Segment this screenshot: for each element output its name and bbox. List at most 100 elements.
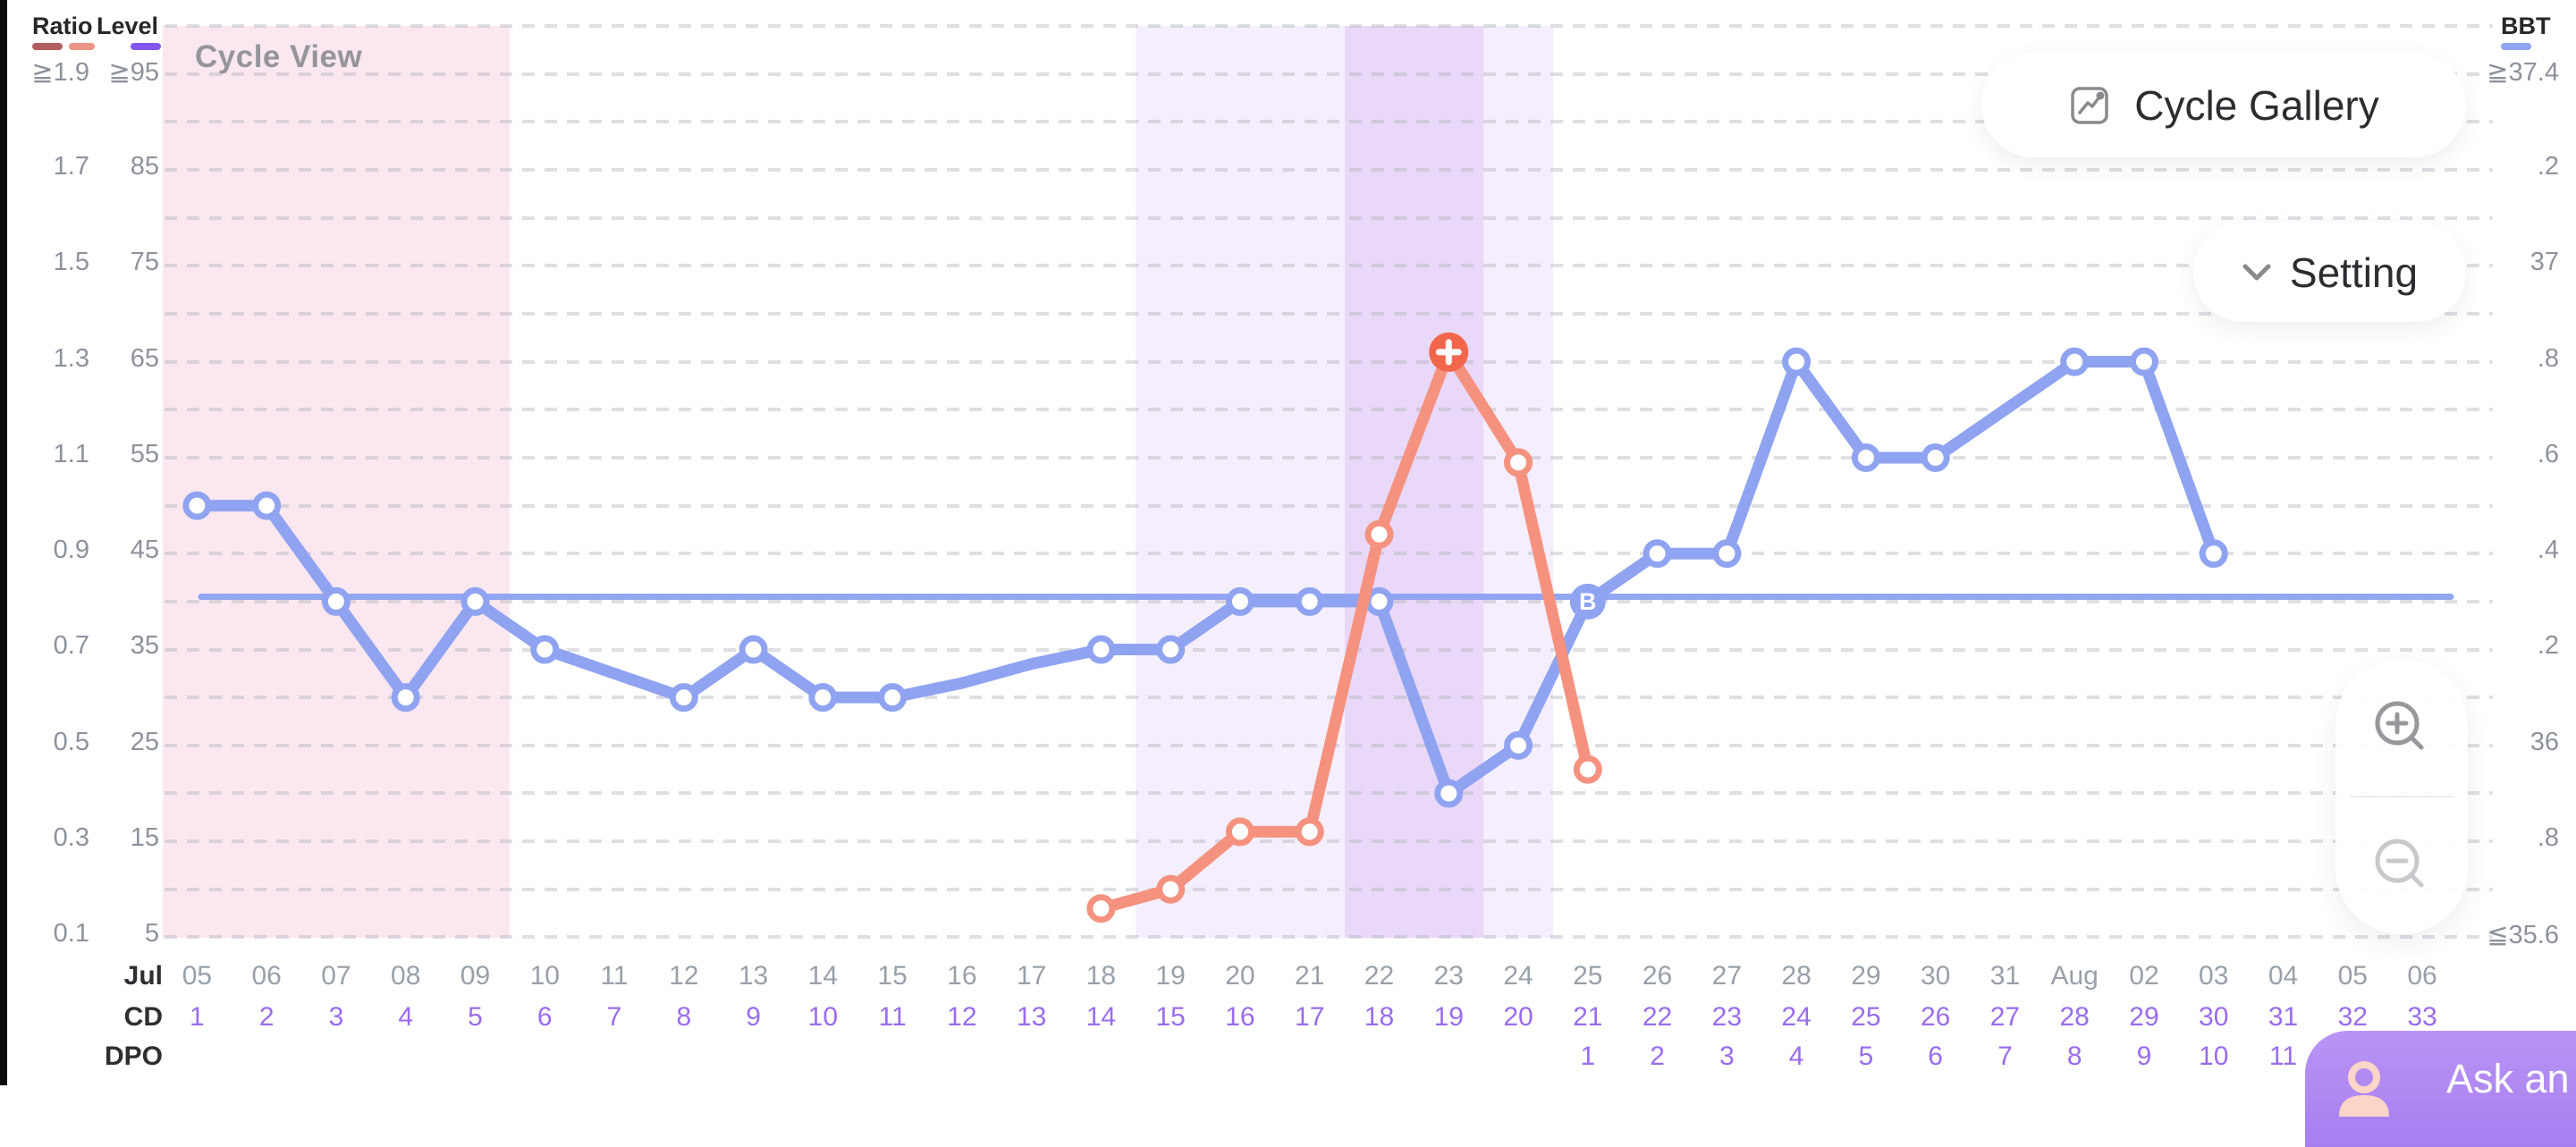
- gridline: [165, 647, 2493, 652]
- date-label: 24: [1503, 961, 1533, 991]
- data-point-lh-ratio[interactable]: [1504, 448, 1533, 477]
- data-point-bbt[interactable]: [1434, 779, 1464, 808]
- date-label: 08: [391, 961, 421, 991]
- date-label: 27: [1711, 961, 1743, 991]
- date-label: 23: [1433, 961, 1464, 991]
- axis-tick: 0.7: [53, 631, 89, 661]
- axis-tick: .8: [2537, 343, 2559, 373]
- data-point-bbt[interactable]: [669, 683, 698, 713]
- data-point-lh-ratio[interactable]: [1295, 817, 1324, 847]
- data-point-bbt[interactable]: [1295, 586, 1324, 616]
- axis-tick: 1.7: [53, 151, 89, 181]
- data-point-bbt[interactable]: [1086, 635, 1116, 664]
- data-point-bbt[interactable]: [808, 683, 838, 713]
- data-point-lh-ratio[interactable]: [1364, 519, 1394, 549]
- data-point-bbt[interactable]: [252, 491, 282, 520]
- data-point-lh-ratio[interactable]: [1573, 755, 1602, 784]
- data-point-bbt[interactable]: [1782, 347, 1812, 376]
- baseline-badge-label: B: [1579, 588, 1597, 615]
- axis-tick: .8: [2537, 823, 2559, 853]
- cycle-gallery-button[interactable]: Cycle Gallery: [1981, 53, 2466, 157]
- setting-button[interactable]: Setting: [2193, 223, 2466, 322]
- cd-label: 21: [1573, 1002, 1603, 1032]
- axis-tick: 65: [130, 343, 159, 373]
- gridline: [165, 312, 2493, 316]
- chart-gallery-icon: [2068, 84, 2111, 127]
- axis-tick: 45: [130, 536, 159, 565]
- level-axis-header: Level: [97, 13, 159, 39]
- date-label: 09: [460, 961, 491, 991]
- data-point-bbt[interactable]: [878, 683, 908, 713]
- axis-tick: 1.5: [53, 248, 89, 277]
- axis-tick: .6: [2537, 439, 2559, 468]
- cd-label: 29: [2129, 1002, 2159, 1032]
- data-point-bbt[interactable]: [460, 586, 490, 616]
- cd-label: 9: [746, 1002, 761, 1032]
- cd-label: 27: [1989, 1002, 2021, 1032]
- cd-label: 3: [328, 1002, 344, 1032]
- axis-tick: 0.1: [53, 919, 89, 949]
- date-label: 05: [182, 961, 213, 991]
- date-label: 28: [1781, 961, 1812, 991]
- data-point-bbt[interactable]: [1364, 586, 1394, 616]
- gridline: [165, 359, 2493, 364]
- cd-label: 5: [468, 1002, 483, 1032]
- series-line-bbt: [190, 356, 2220, 799]
- data-point-bbt[interactable]: [530, 635, 560, 664]
- gridline: [165, 168, 2493, 173]
- cd-label: 31: [2268, 1002, 2299, 1032]
- data-point-bbt[interactable]: [182, 491, 212, 520]
- cd-label: 32: [2337, 1002, 2368, 1032]
- cd-label: 2: [258, 1002, 274, 1032]
- bbt-axis-header: BBT: [2501, 13, 2551, 39]
- data-point-lh-ratio[interactable]: [1225, 817, 1254, 847]
- date-label: 04: [2268, 961, 2299, 991]
- axis-tick: 35: [130, 631, 159, 661]
- gridline: [165, 839, 2493, 844]
- axis-tick: 25: [130, 727, 159, 756]
- axis-tick: 0.3: [53, 823, 89, 853]
- date-label: 16: [947, 961, 977, 991]
- axis-tick: 15: [130, 823, 159, 853]
- data-point-bbt[interactable]: [321, 586, 351, 616]
- ask-expert-button[interactable]: Ask an: [2305, 1031, 2576, 1147]
- cycle-chart[interactable]: B: [0, 0, 2576, 1085]
- axis-tick: 37: [2530, 248, 2559, 277]
- chart-title: Cycle View: [195, 39, 363, 74]
- data-point-bbt[interactable]: [2199, 539, 2228, 569]
- data-point-bbt[interactable]: [1156, 635, 1186, 664]
- cd-label: 19: [1433, 1002, 1464, 1032]
- ratio-swatch-light: [69, 43, 95, 50]
- gridline: [165, 72, 2493, 76]
- data-point-bbt[interactable]: [739, 635, 768, 664]
- data-point-bbt[interactable]: [1504, 730, 1533, 760]
- zoom-out-button[interactable]: [2335, 798, 2468, 932]
- data-point-bbt[interactable]: [2060, 347, 2090, 376]
- data-point-lh-ratio[interactable]: [1156, 874, 1186, 904]
- date-label: 20: [1225, 961, 1255, 991]
- date-label: 07: [321, 961, 351, 991]
- data-point-bbt[interactable]: [391, 683, 420, 713]
- date-label: 17: [1016, 961, 1047, 991]
- zoom-in-button[interactable]: [2335, 661, 2468, 795]
- gridline: [165, 24, 2493, 29]
- data-point-bbt[interactable]: [1921, 443, 1950, 472]
- data-point-bbt[interactable]: [1643, 539, 1672, 569]
- gridline: [165, 503, 2493, 508]
- dpo-label: 2: [1650, 1042, 1665, 1071]
- cd-label: 8: [676, 1002, 692, 1032]
- cd-label: 33: [2407, 1002, 2437, 1032]
- cd-label: 25: [1851, 1002, 1881, 1032]
- axis-tick: 85: [130, 151, 159, 181]
- data-point-lh-ratio[interactable]: [1086, 894, 1116, 924]
- data-point-bbt[interactable]: [1712, 539, 1742, 569]
- baseline-badge[interactable]: [1569, 583, 1606, 620]
- gridline: [165, 455, 2493, 460]
- cd-label: 6: [536, 1002, 553, 1032]
- gridline: [165, 264, 2493, 268]
- data-point-bbt[interactable]: [1851, 443, 1880, 472]
- date-label: 19: [1155, 961, 1186, 991]
- data-point-bbt[interactable]: [2129, 347, 2158, 376]
- data-point-bbt[interactable]: [1225, 586, 1254, 616]
- cd-label: 10: [807, 1002, 839, 1032]
